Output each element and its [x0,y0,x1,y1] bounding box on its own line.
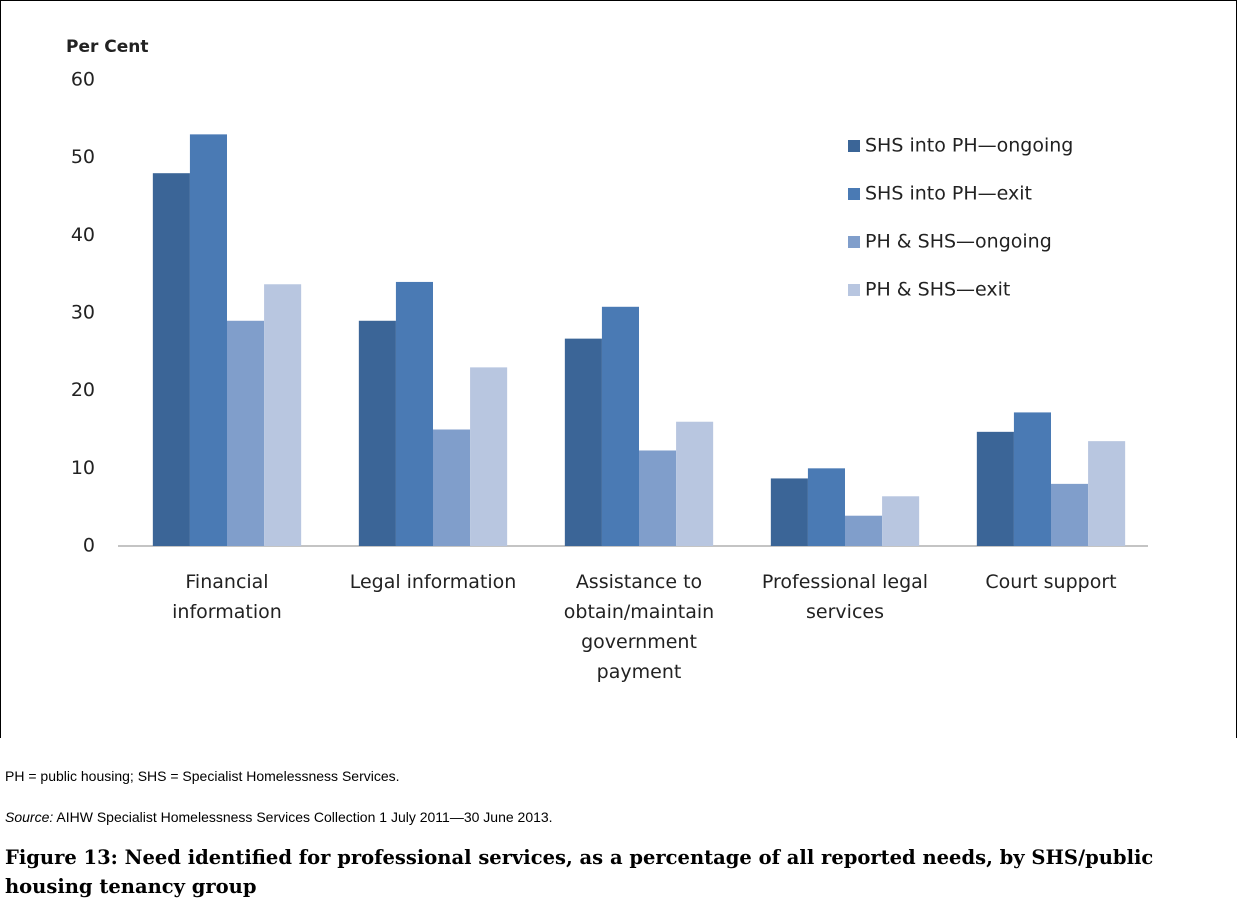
bar [639,450,677,546]
x-tick-label: Professional legal services [762,571,928,623]
x-tick-label-line: services [806,601,884,623]
bar [152,173,190,546]
bar [433,429,471,546]
y-tick-label: 60 [71,69,95,91]
x-tick-label: Court support [985,571,1116,593]
bar [882,496,920,546]
legend-label: PH & SHS—ongoing [865,231,1052,253]
source: Source: AIHW Specialist Homelessness Ser… [5,809,553,825]
x-tick-label-line: Court support [985,571,1116,593]
x-tick-label-line: obtain/maintain [564,601,714,623]
legend-swatch [848,188,860,200]
x-tick-label: Financial information [172,571,282,623]
source-text: AIHW Specialist Homelessness Services Co… [56,809,553,825]
bar [770,478,808,546]
bar [358,320,396,546]
bar [976,431,1014,546]
x-tick-label-line: government [581,631,697,653]
bar [676,421,714,546]
legend-label: PH & SHS—exit [865,279,1010,301]
x-tick-label-line: payment [597,661,682,683]
source-label: Source: [5,809,54,825]
x-tick-label-line: Legal information [350,571,517,593]
bar [395,281,433,546]
bar [564,338,602,546]
bar [845,515,883,546]
legend-label: SHS into PH—ongoing [865,135,1073,157]
bar [470,367,508,546]
bar [264,284,302,546]
x-tick-label-line: Professional legal [762,571,928,593]
bar [1051,483,1089,546]
caption: Figure 13: Need identified for professio… [5,846,1154,898]
figure-frame [0,0,1237,738]
abbreviations: PH = public housing; SHS = Specialist Ho… [5,768,400,784]
y-tick-label: 10 [71,457,95,479]
x-tick-label: Legal information [350,571,517,593]
bar [1013,412,1051,546]
y-tick-label: 50 [71,146,95,168]
bar [807,468,845,546]
y-tick-label: 0 [83,535,95,557]
x-tick-label-line: Financial [185,571,268,593]
x-tick-label: Assistance to obtain/maintain government pa… [564,571,714,683]
legend-swatch [848,140,860,152]
legend-label: SHS into PH—exit [865,183,1032,205]
bar [601,306,639,546]
bar [227,320,265,546]
legend-swatch [848,284,860,296]
bar [189,134,227,546]
x-tick-label-line: Assistance to [576,571,702,593]
y-tick-label: 20 [71,379,95,401]
y-axis-label: Per Cent [66,37,149,57]
y-tick-label: 30 [71,302,95,324]
legend-swatch [848,236,860,248]
chart: Per Cent 0 10 20 30 40 50 60 Financial informati… [66,37,1148,683]
bar [1088,441,1126,546]
x-tick-label-line: information [172,601,282,623]
y-tick-label: 40 [71,224,95,246]
